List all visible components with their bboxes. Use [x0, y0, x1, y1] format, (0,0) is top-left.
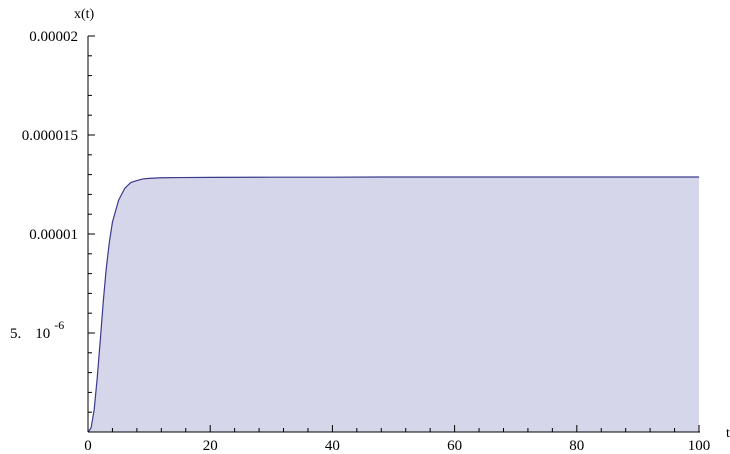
x-tick-label: 80 — [569, 438, 584, 454]
y-axis-label: x(t) — [74, 7, 95, 22]
y-tick-label: 0.000015 — [22, 128, 78, 144]
y-tick-label: 0.00001 — [29, 227, 78, 243]
area-fill — [88, 176, 699, 432]
x-tick-label: 40 — [325, 438, 340, 454]
x-ticks: 0 20 40 60 80 100 — [84, 425, 710, 454]
x-tick-label: 100 — [688, 438, 711, 454]
series-line — [87, 176, 699, 433]
x-tick-label: 60 — [447, 438, 462, 454]
x-tick-label: 0 — [84, 438, 92, 454]
x-axis-label: t — [726, 426, 730, 441]
y-tick-label: 5. 10-6 — [10, 318, 64, 342]
y-tick-label: 0.00002 — [29, 29, 78, 45]
y-ticks: 5. 10-6 0.00001 0.000015 0.00002 — [10, 29, 95, 413]
x-tick-label: 20 — [203, 438, 218, 454]
